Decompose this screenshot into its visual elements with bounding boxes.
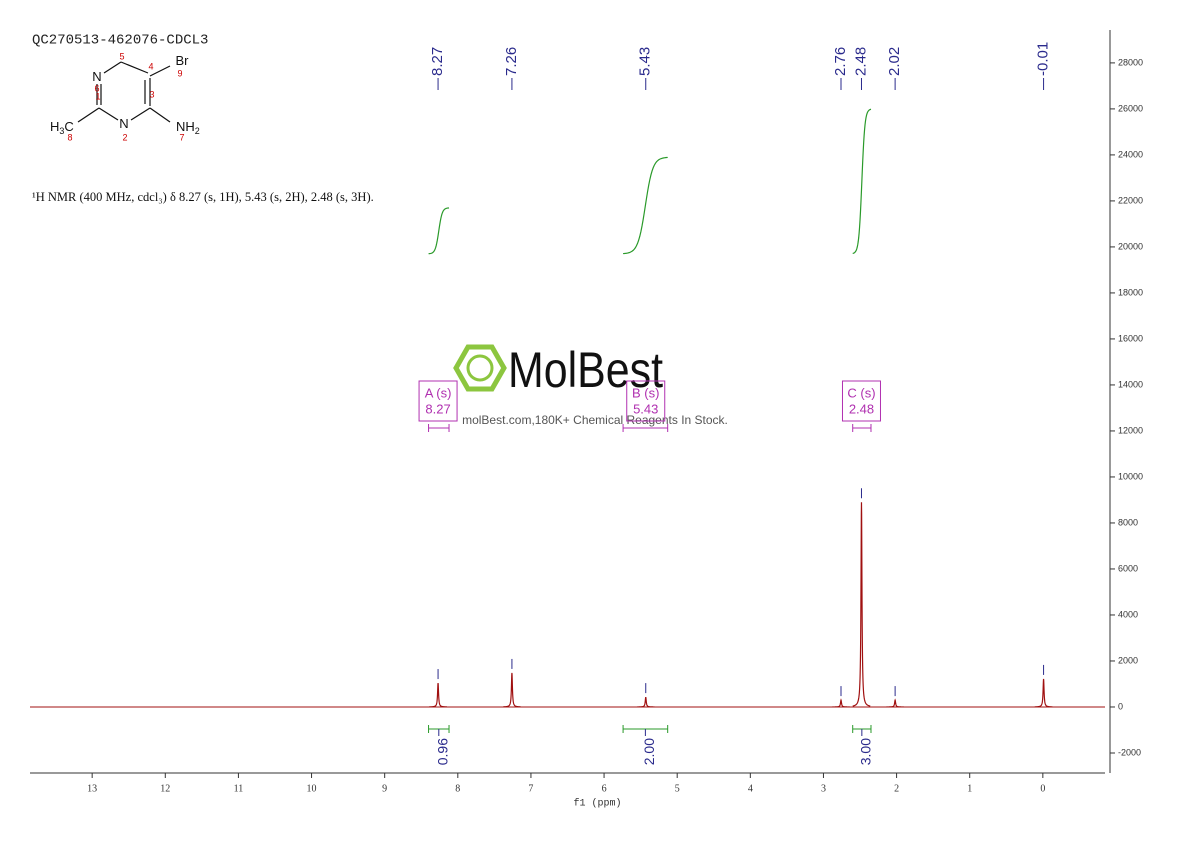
y-tick-label: 4000 (1118, 609, 1138, 619)
multiplet-name: A (s) (425, 385, 452, 400)
x-tick-label: 4 (748, 783, 753, 794)
atom: N (119, 116, 128, 131)
y-tick-label: -2000 (1118, 747, 1141, 757)
x-tick-label: 9 (382, 783, 387, 794)
y-tick-label: 28000 (1118, 57, 1143, 67)
y-tick-label: 0 (1118, 701, 1123, 711)
x-tick-label: 3 (821, 783, 826, 794)
multiplet-name: B (s) (632, 385, 659, 400)
multiplet-range (852, 424, 872, 432)
watermark: MolBest molBest.com,180K+ Chemical Reage… (453, 342, 728, 427)
y-tick-label: 14000 (1118, 379, 1143, 389)
y-tick-label: 6000 (1118, 563, 1138, 573)
x-tick-label: 6 (602, 783, 607, 794)
y-tick-label: 20000 (1118, 241, 1143, 251)
atom-number: 8 (67, 132, 72, 142)
x-tick-label: 7 (528, 783, 533, 794)
integral-curve (852, 108, 872, 255)
atom-number: 3 (149, 89, 154, 99)
x-tick-label: 8 (455, 783, 460, 794)
atom: H3C (50, 119, 74, 136)
integral-curve (428, 207, 450, 255)
peak (429, 682, 447, 708)
y-tick-label: 22000 (1118, 195, 1143, 205)
peak (852, 502, 871, 707)
atom-number: 1 (95, 91, 100, 101)
watermark-brand: MolBest (508, 342, 663, 398)
peak (832, 698, 850, 708)
watermark-tagline: molBest.com,180K+ Chemical Reagents In S… (462, 413, 728, 427)
peak (886, 698, 904, 708)
integral-curve (623, 156, 668, 255)
peak (1034, 678, 1053, 708)
multiplet-range (622, 424, 669, 432)
peak-label: 5.43 (637, 47, 654, 76)
multiplet-shift: 2.48 (849, 401, 874, 416)
y-tick-label: 2000 (1118, 655, 1138, 665)
peak-label: 2.76 (832, 47, 849, 76)
atom-number: 6 (94, 83, 99, 93)
multiplet-shift: 5.43 (633, 401, 658, 416)
multiplet-box (626, 380, 666, 422)
y-tick-label: 24000 (1118, 149, 1143, 159)
atom-numbers: 1 2 3 4 5 6 7 8 9 (67, 51, 184, 142)
atom: NH2 (176, 119, 200, 136)
y-tick-label: 18000 (1118, 287, 1143, 297)
peak-label: 2.48 (852, 47, 869, 76)
atom-number: 7 (179, 132, 184, 142)
x-tick-label: 5 (675, 783, 680, 794)
logo (453, 344, 507, 392)
multiplet-box (841, 380, 881, 422)
atom-number: 9 (177, 68, 182, 78)
multiplet-name: C (s) (847, 385, 875, 400)
atom-number: 2 (122, 132, 127, 142)
x-tick-label: 1 (967, 783, 972, 794)
nmr-description: ¹H NMR (400 MHz, cdcl₃) δ 8.27 (s, 1H), … (32, 190, 374, 204)
peak-label: 8.27 (429, 47, 446, 76)
sample-id: QC270513-462076-CDCL3 (32, 33, 208, 49)
multiplet-range (428, 424, 450, 432)
peak-label: -0.01 (1035, 42, 1052, 76)
x-tick-label: 12 (160, 783, 170, 794)
x-axis-label: f1 (ppm) (573, 798, 621, 810)
peak-label: 7.26 (503, 47, 520, 76)
y-tick-label: 10000 (1118, 471, 1143, 481)
atom: N (92, 69, 101, 84)
peak (636, 696, 655, 708)
x-tick-label: 10 (307, 783, 317, 794)
integral-value: 3.00 (858, 738, 874, 765)
molecule-bonds (77, 61, 171, 123)
y-tick-label: 26000 (1118, 103, 1143, 113)
y-tick-label: 16000 (1118, 333, 1143, 343)
molecule-atoms: N Br N NH2 H3C (50, 53, 200, 136)
multiplet-shift: 8.27 (425, 401, 450, 416)
atom-number: 4 (148, 61, 153, 71)
integral-value: 2.00 (641, 738, 657, 765)
x-tick-label: 0 (1040, 783, 1045, 794)
y-tick-label: 12000 (1118, 425, 1143, 435)
x-tick-label: 11 (234, 783, 244, 794)
peak (503, 672, 521, 708)
atom: Br (175, 53, 189, 68)
x-tick-label: 2 (894, 783, 899, 794)
peak-label: 2.02 (886, 47, 903, 76)
multiplet-box (418, 380, 458, 422)
integral-value: 0.96 (434, 738, 450, 765)
atom-number: 5 (119, 51, 124, 61)
logo-ring (466, 354, 494, 382)
y-tick-label: 8000 (1118, 517, 1138, 527)
x-tick-label: 13 (87, 783, 97, 794)
